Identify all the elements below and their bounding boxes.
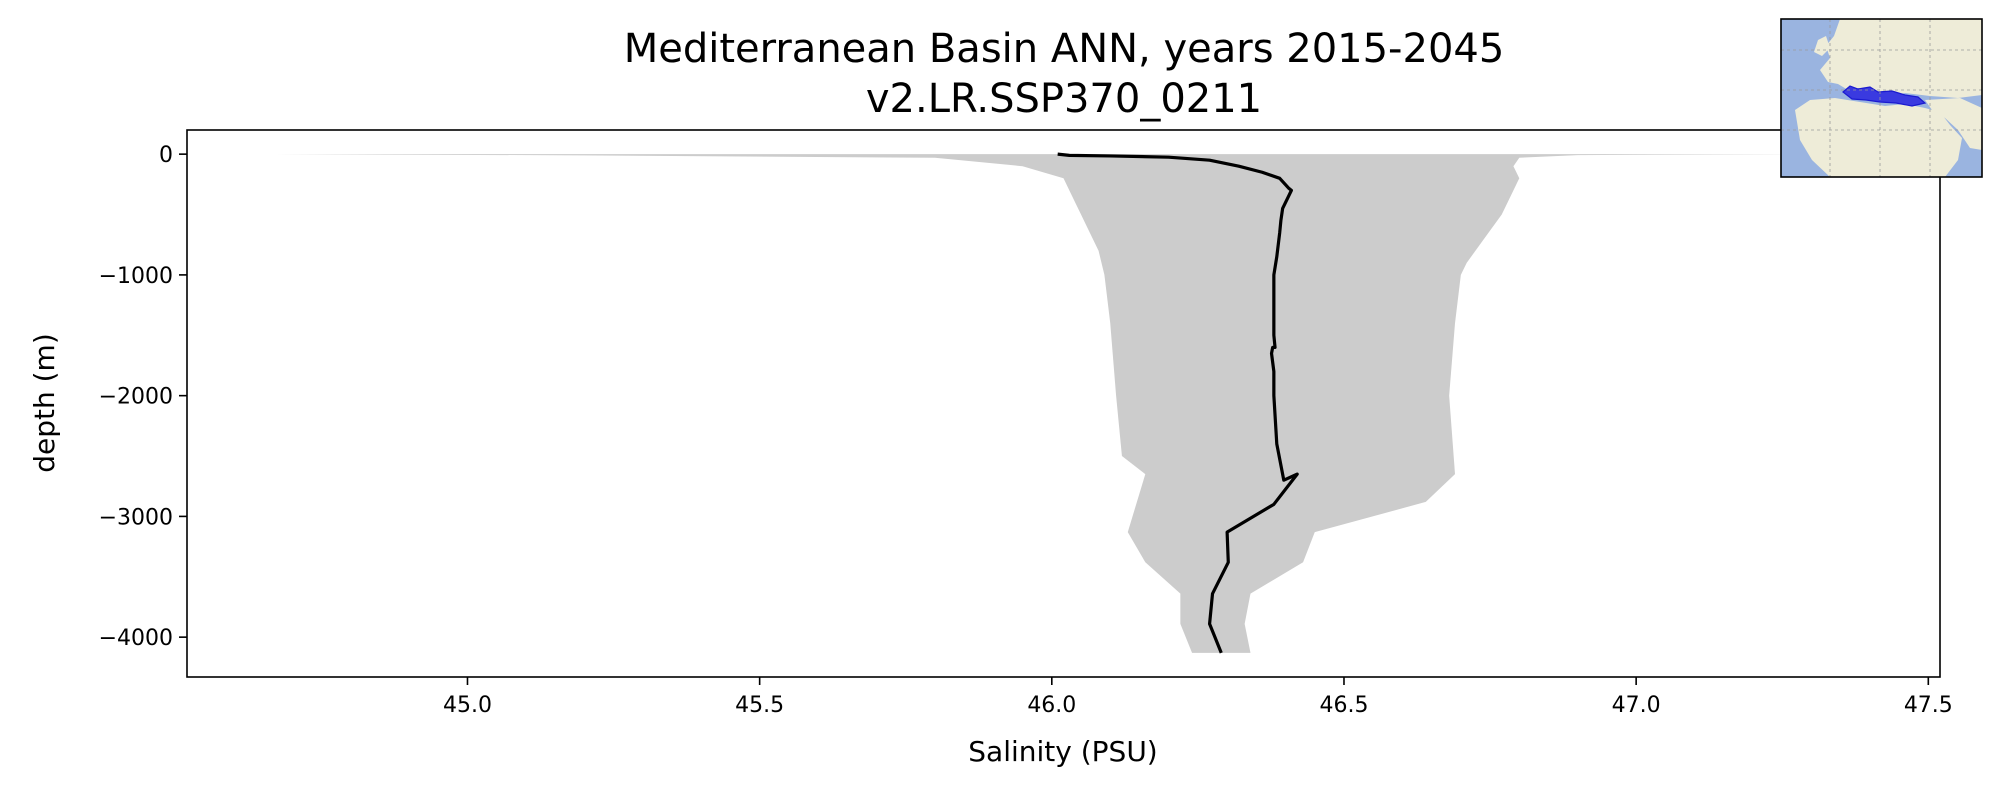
mediterranean-region: [1842, 85, 1927, 107]
x-tick-label: 45.5: [735, 693, 784, 718]
x-tick-label: 47.5: [1904, 693, 1953, 718]
y-tick-label: −3000: [99, 505, 173, 530]
chart-title-line-1: Mediterranean Basin ANN, years 2015-2045: [624, 26, 1505, 72]
x-tick-label: 46.5: [1319, 693, 1368, 718]
inset-map-frame: [1780, 18, 1983, 178]
x-tick-label: 47.0: [1612, 693, 1661, 718]
inset-map-gridlines: [1781, 19, 1982, 177]
x-axis-label: Salinity (PSU): [968, 735, 1157, 768]
inset-map: [1780, 18, 1983, 178]
y-axis-label: depth (m): [28, 333, 61, 473]
y-tick-label: −4000: [99, 626, 173, 651]
series-line-mean: [1057, 152, 1299, 654]
y-tick-label: 0: [159, 143, 173, 168]
y-tick-label: −2000: [99, 385, 173, 410]
plot-frame: [186, 129, 1941, 678]
y-tick-label: −1000: [99, 264, 173, 289]
chart-title-line-2: v2.LR.SSP370_0211: [866, 76, 1262, 122]
x-tick-label: 45.0: [443, 693, 492, 718]
salinity-range-band: [274, 154, 1789, 653]
inset-map-land: [1795, 19, 1982, 177]
x-tick-label: 46.0: [1027, 693, 1076, 718]
